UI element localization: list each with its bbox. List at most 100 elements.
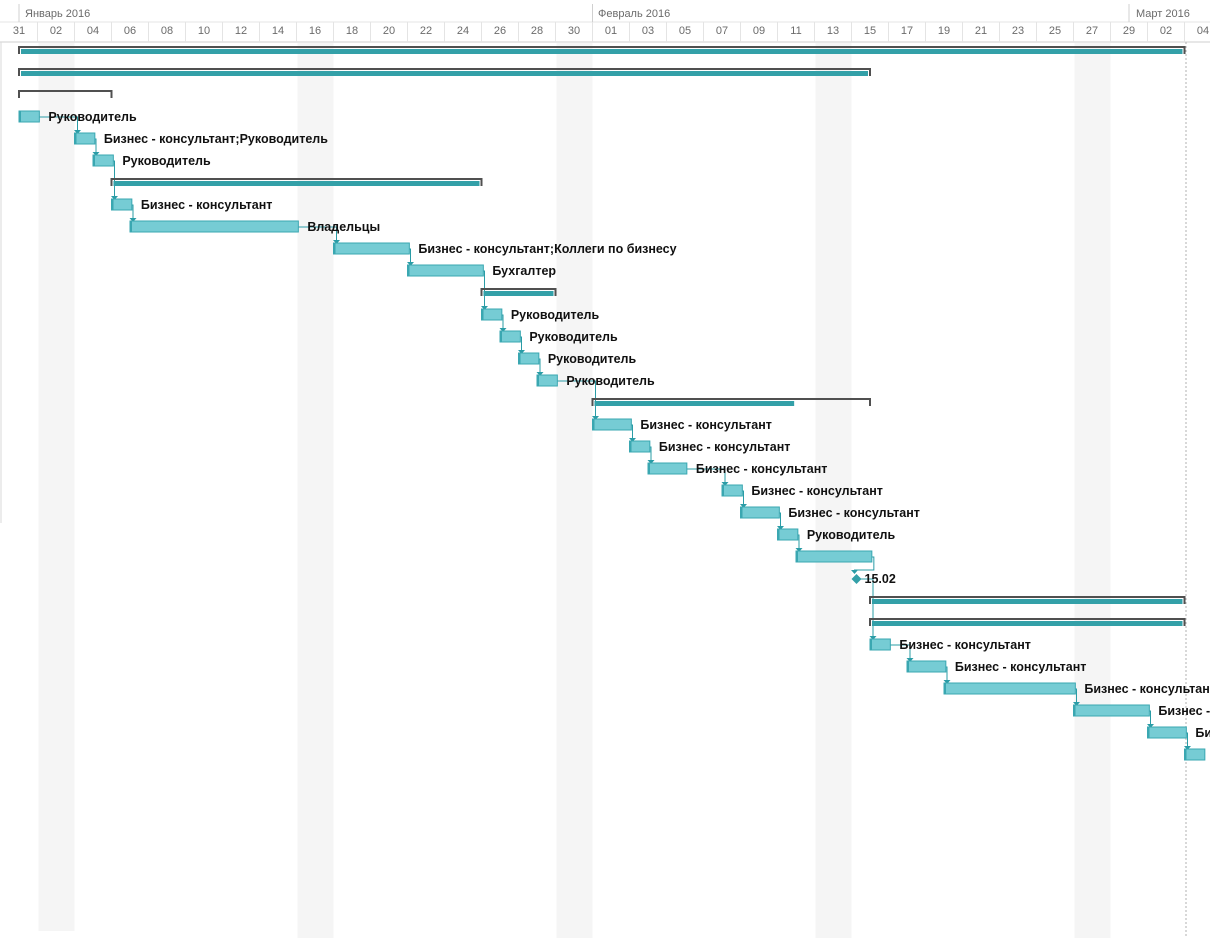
task-resource-label: Бизнес - консультант (788, 506, 920, 520)
dependency-links (39, 116, 1191, 750)
task-bar[interactable]: Бизнес - консультант (740, 506, 920, 520)
task-bar-start-cap (777, 529, 780, 540)
task-bar[interactable]: Бизнес - консультант;Коллеги по бизнесу (333, 242, 677, 256)
task-bar-fill (536, 374, 558, 387)
task-bar[interactable]: Бизнес - консультант (869, 638, 1031, 652)
dependency-arrow-icon (721, 482, 729, 486)
day-label: 31 (13, 25, 25, 37)
task-bar[interactable]: Бизнес - консультант (592, 418, 772, 432)
task-bar[interactable]: Руководитель (777, 528, 896, 542)
task-bar-start-cap (944, 683, 946, 694)
day-label: 04 (1197, 25, 1209, 37)
day-label: 02 (50, 25, 62, 37)
day-label: 03 (642, 25, 654, 37)
summary-progress (113, 181, 480, 186)
task-bar-fill (1184, 748, 1206, 761)
task-bar[interactable]: Бухгалтер (407, 264, 557, 278)
weekend-column (556, 43, 593, 938)
task-bar[interactable]: Бизнес - консультант (943, 682, 1210, 696)
summary-progress (21, 49, 1183, 54)
task-bar[interactable]: Би (1184, 748, 1210, 762)
summary-bar[interactable] (869, 596, 1186, 604)
day-label: 28 (531, 25, 543, 37)
task-bar[interactable]: Бизнес - консультант (629, 440, 791, 454)
dependency-arrow-icon (851, 570, 858, 574)
dependency-arrow-icon (1184, 746, 1191, 750)
milestone-date-label: 15.02 (865, 572, 896, 586)
task-bar[interactable]: Бизне (1147, 726, 1210, 740)
task-resource-label: Бизнес - консультант (696, 462, 828, 476)
task-resource-label: Бизнес - консультант (955, 660, 1087, 674)
timescale-grid (0, 4, 1210, 938)
summary-bar[interactable] (110, 178, 483, 186)
task-resource-label: Бизнес - консультант;Руководитель (104, 132, 328, 146)
summary-bar[interactable] (18, 46, 1186, 54)
task-bars: Руководитель Бизнес - консультант;Руковод… (18, 46, 1210, 762)
dependency-arrow-icon (795, 548, 803, 552)
day-label: 07 (716, 25, 728, 37)
task-resource-label: Бизнес - консультант;Коллеги по бизнесу (418, 242, 676, 256)
task-bar-start-cap (1147, 727, 1150, 738)
task-bar[interactable]: Бизнес - ко (1073, 704, 1210, 718)
task-bar[interactable]: Бизнес - консультант;Руководитель (74, 132, 329, 146)
summary-bar[interactable] (18, 68, 871, 76)
day-label: 06 (124, 25, 136, 37)
task-bar[interactable]: Бизнес - консультант (647, 462, 828, 476)
task-bar[interactable]: Руководитель (481, 308, 600, 322)
task-bar-fill (943, 682, 1076, 695)
task-bar[interactable]: Бизнес - консультант (111, 198, 273, 212)
task-bar-fill (111, 198, 133, 211)
summary-bar[interactable] (869, 618, 1186, 626)
task-bar-fill (74, 132, 96, 145)
day-label: 27 (1086, 25, 1098, 37)
task-resource-label: Бизне (1195, 726, 1210, 740)
day-label: 04 (87, 25, 99, 37)
summary-bar[interactable] (591, 398, 871, 406)
task-bar[interactable]: Бизнес - консультант (721, 484, 883, 498)
dependency-arrow-icon (499, 328, 507, 332)
weekend-column (815, 43, 852, 938)
task-bar[interactable]: Руководитель (499, 330, 618, 344)
task-bar-fill (18, 110, 40, 123)
weekend-column (1074, 43, 1111, 938)
summary-bar[interactable] (480, 288, 557, 296)
dependency-arrow-icon (407, 262, 414, 266)
dependency-line (856, 578, 874, 637)
task-bar-start-cap (537, 375, 539, 386)
task-resource-label: Бизнес - ко (1158, 704, 1210, 718)
task-bar[interactable]: Руководитель (18, 110, 137, 124)
dependency-arrow-icon (906, 658, 914, 662)
task-bar[interactable] (795, 550, 873, 563)
task-bar[interactable]: Бизнес - консультант (906, 660, 1087, 674)
task-bar-fill (869, 638, 891, 651)
task-bar-fill (129, 220, 299, 233)
summary-frame (18, 46, 1186, 54)
summary-progress (872, 599, 1183, 604)
day-label: 29 (1123, 25, 1135, 37)
dependency-line (686, 468, 726, 483)
summary-bar[interactable] (18, 90, 113, 98)
task-bar-start-cap (93, 155, 95, 166)
task-resource-label: Руководитель (48, 110, 137, 124)
day-label: 13 (827, 25, 839, 37)
task-bar-start-cap (648, 463, 650, 474)
milestone-marker[interactable]: 15.02 (851, 572, 896, 586)
task-bar-fill (721, 484, 743, 497)
task-bar-start-cap (19, 111, 21, 122)
task-bar[interactable]: Руководитель (518, 352, 637, 366)
task-bar[interactable]: Руководитель (536, 374, 655, 388)
task-bar-fill (499, 330, 521, 343)
task-bar-fill (906, 660, 947, 673)
task-bar-start-cap (1073, 705, 1076, 716)
task-bar[interactable]: Владельцы (129, 220, 380, 234)
task-bar-fill (777, 528, 799, 541)
day-label: 15 (864, 25, 876, 37)
task-bar-start-cap (333, 243, 336, 254)
task-resource-label: Бизнес - консультант (640, 418, 772, 432)
summary-progress (483, 291, 554, 296)
task-bar-start-cap (481, 309, 484, 320)
dependency-arrow-icon (536, 372, 544, 376)
task-bar-start-cap (740, 507, 743, 518)
task-bar[interactable]: Руководитель (92, 154, 211, 168)
weekend-shading (38, 43, 1111, 938)
